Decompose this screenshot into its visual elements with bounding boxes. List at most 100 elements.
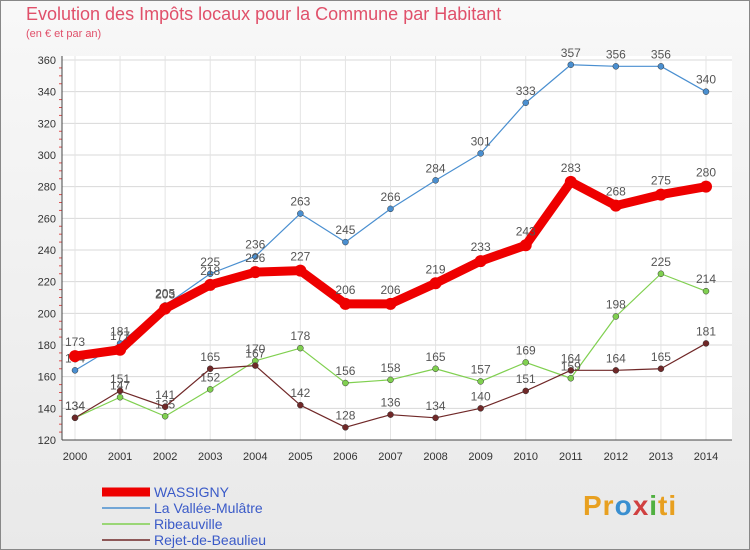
data-label-la-vallee-mulatre: 333 bbox=[516, 84, 536, 98]
data-point-rejet-de-beaulieu bbox=[387, 411, 394, 418]
data-label-rejet-de-beaulieu: 165 bbox=[651, 350, 671, 364]
data-label-wassigny: 227 bbox=[290, 250, 310, 264]
data-point-wassigny bbox=[114, 343, 127, 356]
data-label-la-vallee-mulatre: 263 bbox=[290, 195, 310, 209]
data-point-wassigny bbox=[204, 278, 217, 291]
logo-part: Pr bbox=[583, 490, 615, 521]
data-label-la-vallee-mulatre: 225 bbox=[200, 255, 220, 269]
data-point-ribeauville bbox=[206, 386, 214, 393]
data-point-rejet-de-beaulieu bbox=[206, 365, 214, 372]
data-point-rejet-de-beaulieu bbox=[116, 387, 124, 395]
data-point-la-vallee-mulatre bbox=[612, 63, 620, 70]
data-label-wassigny: 206 bbox=[335, 283, 355, 297]
data-label-ribeauville: 147 bbox=[110, 378, 130, 392]
x-tick-label: 2006 bbox=[333, 451, 357, 463]
x-tick-label: 2009 bbox=[468, 451, 492, 463]
page-title: Evolution des Impôts locaux pour la Comm… bbox=[26, 4, 502, 24]
data-label-ribeauville: 158 bbox=[380, 361, 400, 375]
data-label-ribeauville: 225 bbox=[651, 255, 671, 269]
data-label-wassigny: 233 bbox=[471, 240, 491, 254]
y-tick-label: 220 bbox=[38, 277, 56, 289]
x-tick-label: 2010 bbox=[513, 451, 537, 463]
data-label-wassigny: 218 bbox=[200, 264, 220, 278]
data-point-la-vallee-mulatre bbox=[342, 238, 349, 246]
data-label-wassigny: 206 bbox=[380, 283, 400, 297]
data-label-wassigny: 203 bbox=[155, 288, 175, 302]
data-point-rejet-de-beaulieu bbox=[297, 401, 304, 409]
logo-part: i bbox=[649, 490, 659, 521]
data-point-wassigny bbox=[609, 199, 622, 212]
data-point-la-vallee-mulatre bbox=[702, 88, 710, 95]
data-label-ribeauville: 156 bbox=[335, 364, 355, 378]
data-label-la-vallee-mulatre: 181 bbox=[110, 324, 130, 338]
data-label-la-vallee-mulatre: 236 bbox=[245, 237, 265, 251]
data-label-rejet-de-beaulieu: 128 bbox=[335, 408, 355, 422]
data-label-wassigny: 177 bbox=[110, 329, 130, 343]
data-point-ribeauville bbox=[522, 359, 529, 366]
y-tick-label: 300 bbox=[38, 150, 56, 162]
data-point-la-vallee-mulatre bbox=[206, 270, 214, 277]
y-tick-label: 200 bbox=[38, 308, 56, 320]
y-tick-label: 160 bbox=[38, 372, 56, 384]
data-point-rejet-de-beaulieu bbox=[522, 387, 529, 395]
data-point-wassigny bbox=[249, 266, 262, 279]
data-point-wassigny bbox=[69, 350, 81, 363]
x-tick-label: 2002 bbox=[153, 451, 177, 463]
data-point-rejet-de-beaulieu bbox=[71, 414, 79, 422]
data-label-rejet-de-beaulieu: 142 bbox=[290, 386, 310, 400]
data-label-la-vallee-mulatre: 356 bbox=[651, 47, 671, 61]
data-point-ribeauville bbox=[702, 287, 710, 295]
data-point-wassigny bbox=[429, 277, 442, 290]
y-tick-label: 280 bbox=[38, 182, 56, 194]
proxiti-logo: Proxiti bbox=[583, 490, 677, 522]
y-tick-label: 140 bbox=[38, 403, 56, 415]
data-point-ribeauville bbox=[161, 413, 169, 420]
y-tick-label: 120 bbox=[38, 435, 56, 447]
data-point-la-vallee-mulatre bbox=[387, 205, 394, 213]
data-label-rejet-de-beaulieu: 140 bbox=[471, 389, 491, 403]
data-point-la-vallee-mulatre bbox=[297, 210, 304, 217]
data-point-la-vallee-mulatre bbox=[252, 253, 259, 260]
y-tick-label: 320 bbox=[38, 118, 56, 130]
x-tick-label: 2004 bbox=[243, 451, 267, 463]
y-tick-label: 180 bbox=[38, 340, 56, 352]
data-point-wassigny bbox=[159, 302, 172, 315]
data-label-rejet-de-beaulieu: 136 bbox=[380, 396, 400, 410]
data-point-ribeauville bbox=[477, 378, 484, 385]
data-label-rejet-de-beaulieu: 167 bbox=[245, 347, 265, 361]
data-label-wassigny: 173 bbox=[65, 335, 85, 349]
data-point-rejet-de-beaulieu bbox=[252, 362, 259, 369]
legend-label-rejet-de-beaulieu: Rejet-de-Beaulieu bbox=[154, 532, 266, 548]
y-tick-label: 240 bbox=[38, 245, 56, 257]
x-tick-label: 2005 bbox=[288, 451, 312, 463]
data-label-ribeauville: 157 bbox=[471, 362, 491, 376]
data-point-wassigny bbox=[294, 264, 307, 277]
y-tick-label: 260 bbox=[38, 213, 56, 225]
data-label-rejet-de-beaulieu: 181 bbox=[696, 324, 716, 338]
data-label-rejet-de-beaulieu: 165 bbox=[200, 350, 220, 364]
legend-label-ribeauville: Ribeauville bbox=[154, 516, 223, 532]
data-point-wassigny bbox=[654, 188, 667, 201]
data-point-ribeauville bbox=[116, 394, 124, 401]
data-point-la-vallee-mulatre bbox=[657, 63, 665, 70]
data-label-rejet-de-beaulieu: 164 bbox=[561, 351, 581, 365]
data-label-ribeauville: 152 bbox=[200, 370, 220, 384]
page-subtitle: (en € et par an) bbox=[26, 28, 102, 40]
y-tick-label: 340 bbox=[38, 87, 56, 99]
data-point-la-vallee-mulatre bbox=[71, 367, 79, 374]
data-label-la-vallee-mulatre: 340 bbox=[696, 73, 716, 87]
data-point-rejet-de-beaulieu bbox=[567, 367, 575, 374]
data-label-la-vallee-mulatre: 301 bbox=[471, 134, 491, 148]
data-point-rejet-de-beaulieu bbox=[702, 340, 710, 347]
data-label-wassigny: 243 bbox=[516, 224, 536, 238]
data-point-rejet-de-beaulieu bbox=[477, 405, 484, 412]
data-label-rejet-de-beaulieu: 141 bbox=[155, 388, 175, 402]
x-tick-label: 2008 bbox=[423, 451, 447, 463]
data-label-ribeauville: 198 bbox=[606, 298, 626, 312]
data-label-wassigny: 275 bbox=[651, 174, 671, 188]
data-point-ribeauville bbox=[297, 344, 304, 352]
data-point-rejet-de-beaulieu bbox=[657, 365, 665, 372]
data-label-ribeauville: 178 bbox=[290, 329, 310, 343]
x-tick-label: 2013 bbox=[649, 451, 673, 463]
